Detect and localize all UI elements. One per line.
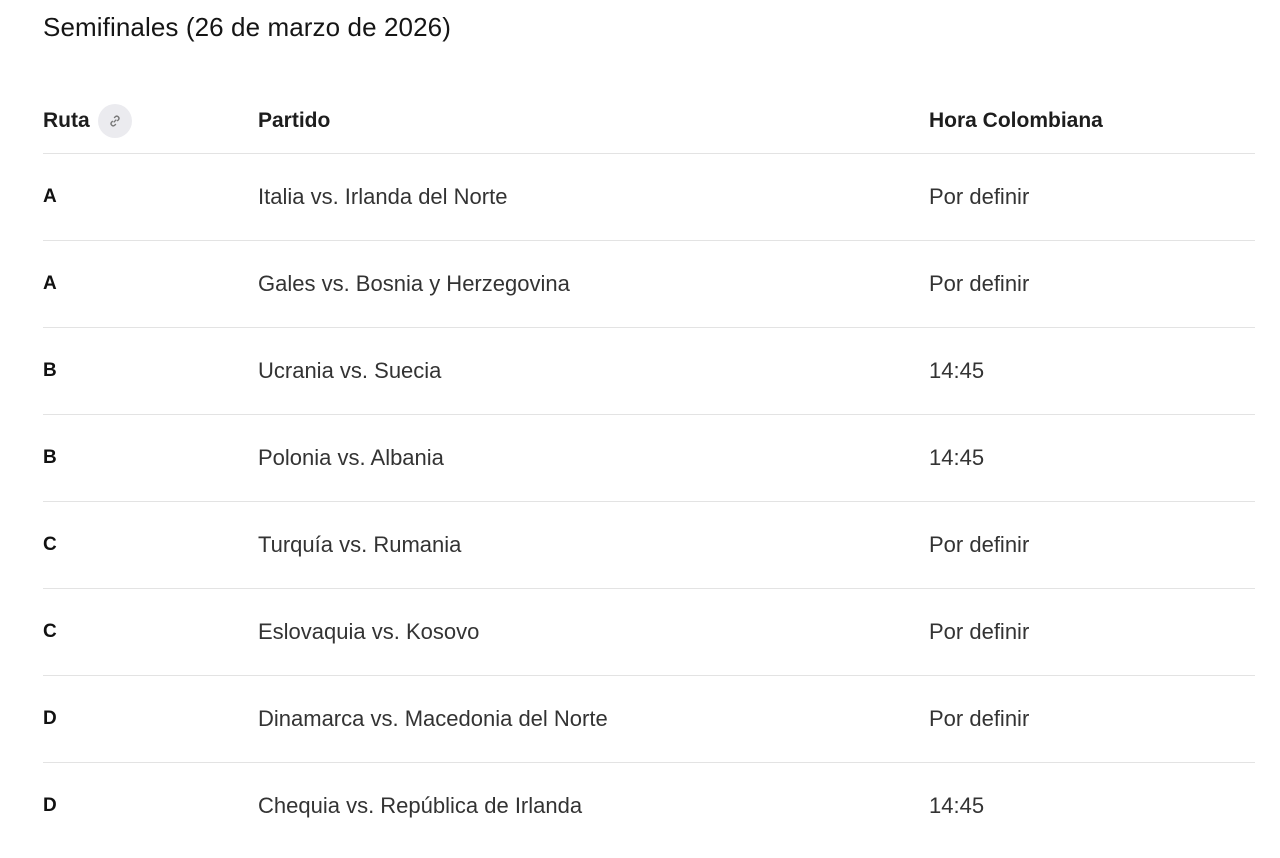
ruta-cell: A: [43, 273, 57, 294]
ruta-cell: B: [43, 447, 57, 468]
ruta-cell: C: [43, 534, 57, 555]
matches-table: Ruta Partido Hora Colombiana A Italia vs.…: [43, 88, 1255, 849]
partido-cell: Eslovaquia vs. Kosovo: [258, 619, 480, 644]
ruta-cell: D: [43, 795, 57, 816]
hora-cell: Por definir: [929, 184, 1030, 209]
section-title: Semifinales (26 de marzo de 2026): [43, 12, 451, 42]
table-header: Ruta Partido Hora Colombiana: [43, 88, 1255, 154]
hora-cell: Por definir: [929, 271, 1030, 296]
partido-cell: Turquía vs. Rumania: [258, 532, 462, 557]
table-row: D Dinamarca vs. Macedonia del Norte Por de…: [43, 676, 1255, 763]
table-row: D Chequia vs. República de Irlanda 14:45: [43, 763, 1255, 849]
table-row: B Ucrania vs. Suecia 14:45: [43, 328, 1255, 415]
table-row: A Italia vs. Irlanda del Norte Por definir: [43, 154, 1255, 241]
hora-cell: Por definir: [929, 706, 1030, 731]
ruta-cell: C: [43, 621, 57, 642]
ruta-cell: A: [43, 186, 57, 207]
hora-cell: Por definir: [929, 532, 1030, 557]
table-row: A Gales vs. Bosnia y Herzegovina Por defin…: [43, 241, 1255, 328]
partido-cell: Polonia vs. Albania: [258, 445, 444, 470]
ruta-cell: D: [43, 708, 57, 729]
hora-cell: 14:45: [929, 358, 985, 383]
partido-cell: Chequia vs. República de Irlanda: [258, 793, 583, 818]
hora-cell: Por definir: [929, 619, 1030, 644]
hora-cell: 14:45: [929, 793, 985, 818]
hora-cell: 14:45: [929, 445, 985, 470]
partido-cell: Ucrania vs. Suecia: [258, 358, 442, 383]
partido-cell: Italia vs. Irlanda del Norte: [258, 184, 508, 209]
table-row: C Turquía vs. Rumania Por definir: [43, 502, 1255, 589]
link-icon[interactable]: [97, 103, 132, 138]
table-row: C Eslovaquia vs. Kosovo Por definir: [43, 589, 1255, 676]
table-row: B Polonia vs. Albania 14:45: [43, 415, 1255, 502]
header-ruta: Ruta: [43, 103, 258, 138]
header-ruta-label: Ruta: [43, 108, 90, 132]
header-partido: Partido: [258, 108, 331, 132]
header-hora: Hora Colombiana: [929, 108, 1103, 132]
ruta-cell: B: [43, 360, 57, 381]
partido-cell: Dinamarca vs. Macedonia del Norte: [258, 706, 608, 731]
partido-cell: Gales vs. Bosnia y Herzegovina: [258, 271, 570, 296]
